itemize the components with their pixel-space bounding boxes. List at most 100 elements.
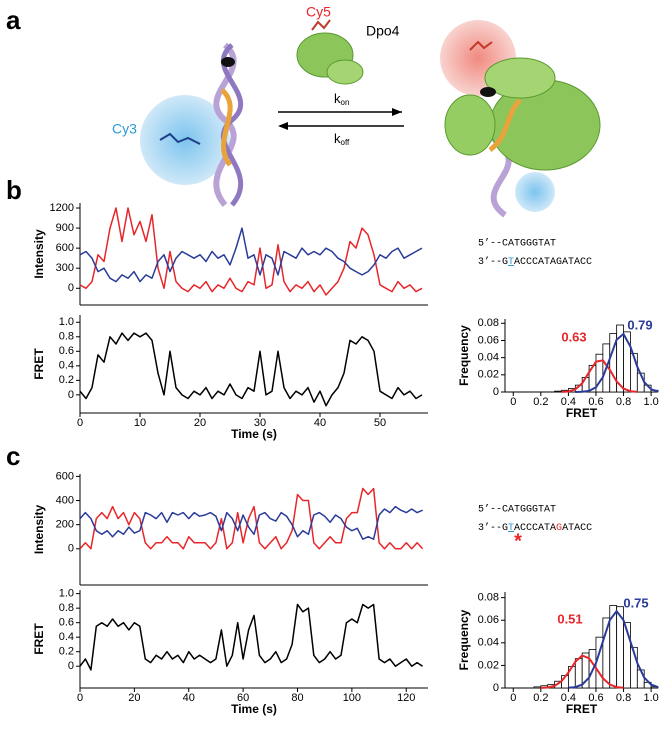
dye — [480, 87, 496, 97]
y-tick-label: 0.2 — [59, 374, 74, 386]
y-tick-label: 0.4 — [59, 631, 74, 643]
bar — [630, 646, 638, 689]
y-tick-label: 0.02 — [478, 369, 499, 381]
sequence: 3’--GTACCCATAGATACC — [478, 522, 592, 534]
y-axis-label: Intensity — [32, 229, 46, 279]
cy5-dye — [469, 40, 493, 51]
y-tick-label: 1.0 — [59, 316, 74, 328]
fit-curve — [540, 654, 624, 689]
k: k — [334, 131, 341, 146]
bar — [533, 686, 542, 689]
subscript: off — [341, 138, 351, 147]
arrow-head — [278, 122, 288, 130]
dpo4-label: Dpo4 — [366, 23, 400, 39]
y-tick-label: 0.04 — [478, 637, 499, 649]
y-tick-label: 200 — [56, 519, 74, 531]
dye — [221, 57, 235, 67]
dna-primer — [220, 88, 233, 167]
fit-curve — [575, 332, 659, 393]
x-axis-label: Time (s) — [231, 427, 277, 441]
x-tick-label: 0.8 — [616, 692, 631, 704]
y-tick-label: 0 — [493, 682, 499, 694]
x-tick-label: 80 — [291, 692, 303, 704]
y-tick-label: 0.8 — [59, 331, 74, 343]
panel-label: c — [6, 441, 20, 471]
x-tick-label: 20 — [194, 417, 206, 429]
trace — [79, 207, 423, 296]
x-tick-label: 0.6 — [588, 396, 603, 408]
x-tick-label: 0 — [77, 692, 83, 704]
x-tick-label: 30 — [254, 417, 266, 429]
y-axis-label: FRET — [32, 348, 46, 380]
seq-part: 3’--G — [478, 522, 508, 534]
y-tick-label: 0.8 — [59, 602, 74, 614]
trace — [79, 332, 423, 407]
x-tick-label: 0.4 — [561, 692, 576, 704]
arrow-head — [392, 108, 402, 116]
seq-part: ACCCATA — [514, 523, 556, 534]
protein — [326, 59, 364, 85]
sequence: 3’--GTACCCATAGATACC — [478, 256, 592, 268]
x-tick-label: 0.6 — [588, 692, 603, 704]
sequence: 5’--CATGGGTAT — [478, 238, 556, 250]
y-axis-label: Frequency — [457, 609, 471, 670]
x-tick-label: 0 — [510, 692, 516, 704]
trace — [79, 227, 423, 283]
y-tick-label: 0 — [493, 386, 499, 398]
y-tick-label: 0 — [68, 660, 74, 672]
seq-part: ATACC — [562, 523, 592, 534]
y-tick-label: 900 — [56, 222, 74, 234]
k-on-label: kon — [334, 91, 349, 107]
x-tick-label: 1.0 — [643, 396, 658, 408]
y-tick-label: 0.06 — [478, 614, 499, 626]
y-tick-label: 600 — [56, 470, 74, 482]
bar — [574, 658, 583, 689]
cy3-label: Cy3 — [112, 121, 137, 137]
y-tick-label: 1.0 — [59, 588, 74, 600]
x-axis-label: FRET — [566, 406, 598, 420]
seq-part: G — [556, 523, 562, 534]
y-axis-label: Frequency — [457, 325, 471, 386]
y-tick-label: 0.02 — [478, 659, 499, 671]
annotation: 0.51 — [557, 611, 582, 626]
bar — [554, 390, 562, 393]
y-tick-label: 0.2 — [59, 646, 74, 658]
x-tick-label: 50 — [374, 417, 386, 429]
cy3-glow — [515, 172, 555, 212]
y-tick-label: 0.06 — [478, 334, 499, 346]
dna-primer — [488, 98, 522, 152]
trace — [79, 603, 424, 671]
x-tick-label: 0.2 — [533, 692, 548, 704]
y-tick-label: 0.6 — [59, 345, 74, 357]
fit-curve — [561, 359, 638, 393]
y-tick-label: 0.04 — [478, 352, 499, 364]
y-tick-label: 0 — [68, 389, 74, 401]
seq-part: 3’--G — [478, 256, 508, 268]
x-tick-label: 0.2 — [533, 396, 548, 408]
y-tick-label: 400 — [56, 494, 74, 506]
mismatch-mark: * — [514, 530, 522, 552]
seq-part: ACCCATAGATACC — [514, 257, 592, 268]
cy5-dye — [311, 19, 331, 31]
x-tick-label: 0 — [77, 417, 83, 429]
y-tick-label: 0.6 — [59, 617, 74, 629]
seq-part: T — [508, 523, 514, 534]
fit-curve — [568, 609, 659, 689]
x-tick-label: 10 — [134, 417, 146, 429]
x-tick-label: 0.4 — [561, 396, 576, 408]
dna-strand — [213, 42, 237, 207]
seq-part: T — [508, 257, 514, 268]
annotation: 0.79 — [627, 317, 652, 332]
x-tick-label: 1.0 — [643, 692, 658, 704]
x-tick-label: 100 — [343, 692, 361, 704]
cy3-dye — [159, 132, 201, 145]
y-axis-label: FRET — [32, 623, 46, 655]
x-tick-label: 40 — [183, 692, 195, 704]
protein — [484, 57, 556, 99]
y-tick-label: 0 — [68, 543, 74, 555]
y-tick-label: 0.08 — [478, 592, 499, 604]
x-tick-label: 0.8 — [616, 396, 631, 408]
annotation: 0.63 — [561, 329, 586, 344]
y-tick-label: 300 — [56, 262, 74, 274]
